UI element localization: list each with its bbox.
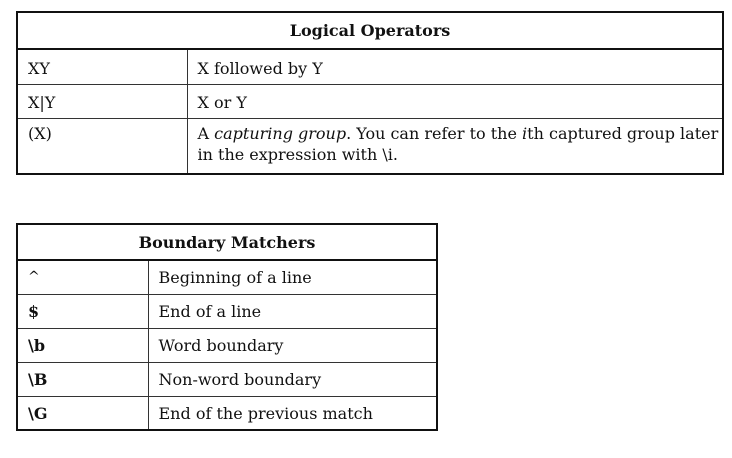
description-cell: Beginning of a line bbox=[147, 259, 438, 295]
description-cell: Word boundary bbox=[147, 327, 438, 363]
construct-cell: XY bbox=[16, 48, 188, 85]
construct-cell: ^ bbox=[16, 259, 149, 295]
logical-operators-table: Logical Operators XY X followed by Y X|Y… bbox=[16, 11, 725, 175]
construct-cell: \G bbox=[16, 395, 149, 431]
construct-cell: \b bbox=[16, 327, 149, 363]
table-row: \b Word boundary bbox=[16, 327, 438, 363]
table-row: \B Non-word boundary bbox=[16, 361, 438, 397]
description-cell: End of a line bbox=[147, 293, 438, 329]
table-row: ^ Beginning of a line bbox=[16, 259, 438, 295]
ith-variable: i bbox=[522, 123, 528, 143]
table-row: (X) A capturing group. You can refer to … bbox=[16, 117, 724, 175]
boundary-matchers-title: Boundary Matchers bbox=[16, 223, 438, 261]
description-cell: A capturing group. You can refer to the … bbox=[186, 117, 724, 175]
logical-operators-title: Logical Operators bbox=[16, 11, 724, 50]
description-cell: Non-word boundary bbox=[147, 361, 438, 397]
description-cell: X or Y bbox=[186, 83, 724, 119]
capturing-group-term: capturing group bbox=[214, 123, 347, 143]
construct-cell: \B bbox=[16, 361, 149, 397]
table-row: $ End of a line bbox=[16, 293, 438, 329]
description-prefix: A bbox=[197, 123, 215, 143]
table-row: \G End of the previous match bbox=[16, 395, 438, 431]
description-cell: End of the previous match bbox=[147, 395, 438, 431]
construct-cell: X|Y bbox=[16, 83, 188, 119]
description-cell: X followed by Y bbox=[186, 48, 724, 85]
description-rest: th captured group later in the expressio… bbox=[197, 123, 719, 164]
table-row: X|Y X or Y bbox=[16, 83, 724, 119]
construct-cell: (X) bbox=[16, 117, 188, 175]
table-row: XY X followed by Y bbox=[16, 48, 724, 85]
construct-cell: $ bbox=[16, 293, 149, 329]
boundary-matchers-table: Boundary Matchers ^ Beginning of a line … bbox=[16, 223, 438, 431]
description-middle: . You can refer to the bbox=[346, 123, 523, 143]
